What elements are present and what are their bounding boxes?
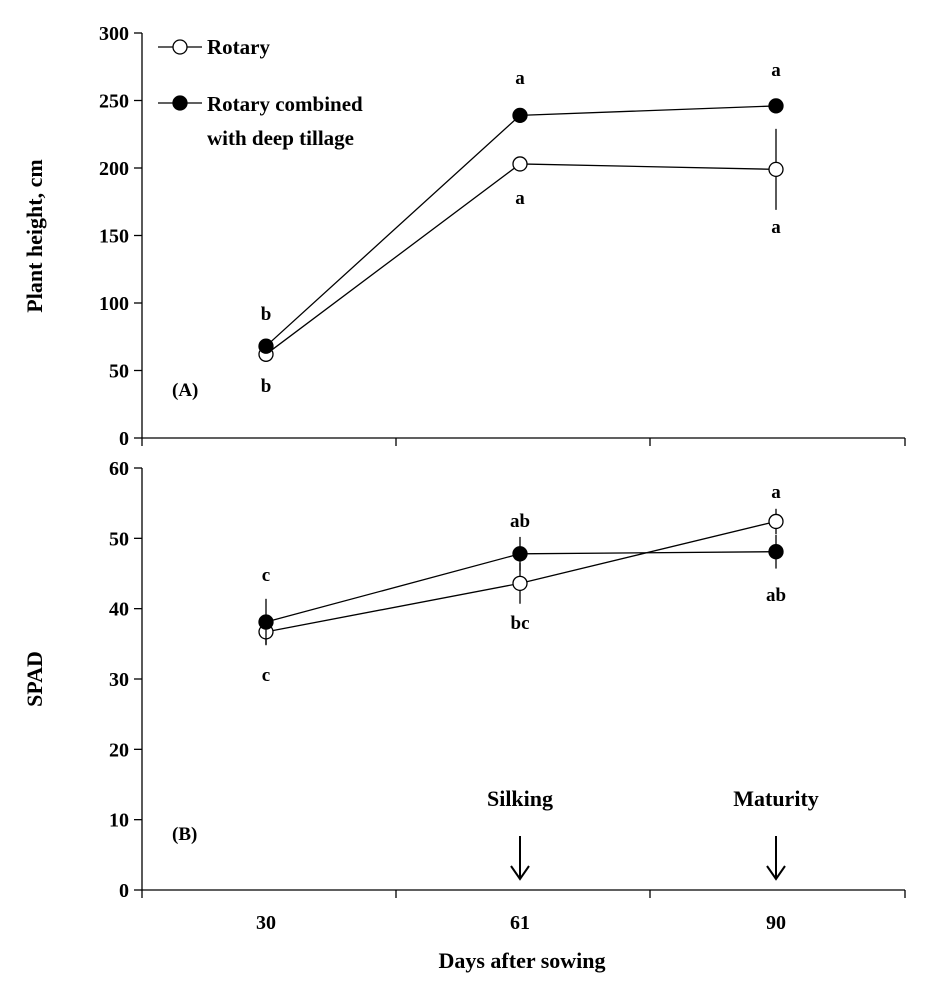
x-tick-label: 61 [510,912,530,934]
panel-b-y-tick-labels: 0 10 20 30 40 50 60 [109,458,129,902]
legend-label-rotary: Rotary [207,35,270,59]
y-tick-label: 60 [109,458,129,480]
filled-circle-icon [172,95,188,111]
significance-letter: a [771,482,781,503]
y-tick-label: 10 [109,810,129,832]
filled-circle-marker [258,338,274,354]
y-tick-label: 0 [119,428,129,450]
x-tick-labels: 30 61 90 [256,912,786,934]
significance-letter: a [771,60,781,81]
filled-circle-marker [768,544,784,560]
panel-b-annotations: Silking Maturity [487,786,819,881]
y-tick-label: 100 [99,293,129,315]
x-tick-label: 30 [256,912,276,934]
open-circle-marker [768,161,784,178]
y-tick-label: 300 [99,23,129,45]
panel-a-series [258,98,784,362]
significance-letter: a [515,68,525,89]
panel-a-label: (A) [172,380,198,401]
filled-circle-marker [768,98,784,114]
filled-circle-marker [512,107,528,123]
open-circle-marker [768,513,784,530]
y-tick-label: 50 [109,528,129,550]
y-tick-label: 0 [119,880,129,902]
legend-label-rotary-deep-tillage-line1: Rotary combined [207,92,363,116]
stage-annotation-label: Silking [487,786,553,811]
x-tick-label: 90 [766,912,786,934]
y-tick-label: 50 [109,361,129,383]
panel-a-y-axis-label: Plant height, cm [22,159,47,312]
significance-letter: ab [766,585,786,606]
panel-b-axes [134,467,906,898]
panel-b-label: (B) [172,824,197,845]
y-tick-label: 150 [99,226,129,248]
y-tick-label: 250 [99,91,129,113]
open-circle-icon [172,39,188,55]
stage-annotation-label: Maturity [733,786,819,811]
significance-letter: b [261,376,272,397]
significance-letter: c [262,565,270,586]
panel-b-significance-letters: c bc a c ab ab [262,482,786,686]
legend-item-rotary-deep-tillage: Rotary combined with deep tillage [158,92,363,150]
y-tick-label: 30 [109,669,129,691]
down-arrow-head [766,865,786,881]
significance-letter: b [261,304,272,325]
panel-a-significance-letters: b a a b a a [261,60,782,397]
panel-a-y-tick-labels: 0 50 100 150 200 250 300 [99,23,129,450]
open-circle-marker [512,156,528,172]
panel-b-series [258,508,784,646]
x-axis-label: Days after sowing [438,948,605,973]
y-tick-label: 40 [109,599,129,621]
significance-letter: ab [510,511,530,532]
filled-circle-marker [258,614,274,630]
filled-circle-marker [512,546,528,562]
open-circle-marker [512,575,528,591]
legend: Rotary Rotary combined with deep tillage [158,35,363,150]
legend-item-rotary: Rotary [158,35,270,59]
significance-letter: bc [511,613,530,634]
panel-b: 0 10 20 30 40 50 60 SPAD (B) c bc a c ab ab Silking… [22,458,906,973]
panel-a-axes [134,32,906,446]
down-arrow-head [510,865,530,881]
panel-b-y-axis-label: SPAD [22,651,47,707]
significance-letter: c [262,665,270,686]
significance-letter: a [771,217,781,238]
y-tick-label: 20 [109,739,129,761]
significance-letter: a [515,188,525,209]
y-tick-label: 200 [99,158,129,180]
legend-label-rotary-deep-tillage-line2: with deep tillage [207,126,354,150]
